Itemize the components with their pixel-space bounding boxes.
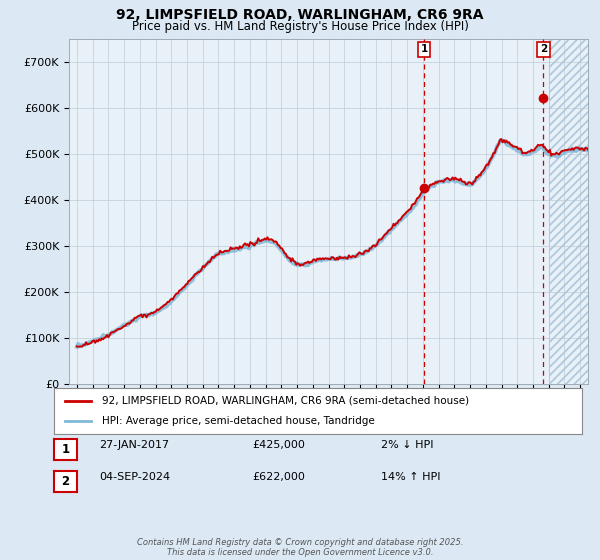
Text: 14% ↑ HPI: 14% ↑ HPI [381,472,440,482]
Bar [548,39,588,384]
Text: 92, LIMPSFIELD ROAD, WARLINGHAM, CR6 9RA (semi-detached house): 92, LIMPSFIELD ROAD, WARLINGHAM, CR6 9RA… [101,396,469,406]
Text: 1: 1 [61,443,70,456]
Text: 92, LIMPSFIELD ROAD, WARLINGHAM, CR6 9RA: 92, LIMPSFIELD ROAD, WARLINGHAM, CR6 9RA [116,8,484,22]
Text: 2: 2 [61,475,70,488]
Text: 27-JAN-2017: 27-JAN-2017 [99,440,169,450]
Text: HPI: Average price, semi-detached house, Tandridge: HPI: Average price, semi-detached house,… [101,416,374,426]
Text: £622,000: £622,000 [252,472,305,482]
Bar [548,39,588,384]
Text: Price paid vs. HM Land Registry's House Price Index (HPI): Price paid vs. HM Land Registry's House … [131,20,469,32]
Text: 2: 2 [540,44,547,54]
Text: 04-SEP-2024: 04-SEP-2024 [99,472,170,482]
Text: Contains HM Land Registry data © Crown copyright and database right 2025.
This d: Contains HM Land Registry data © Crown c… [137,538,463,557]
Bar [548,39,588,384]
Text: 1: 1 [421,44,428,54]
Text: 2% ↓ HPI: 2% ↓ HPI [381,440,433,450]
Text: £425,000: £425,000 [252,440,305,450]
